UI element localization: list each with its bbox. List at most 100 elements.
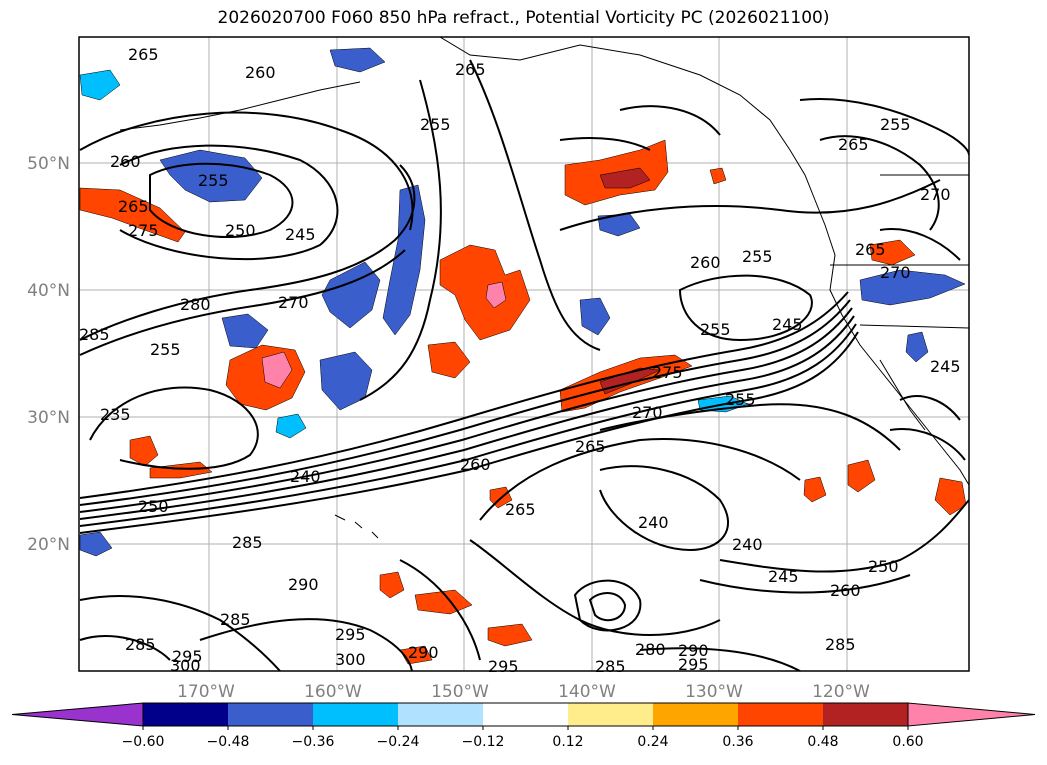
- pv-neg-patch: [79, 531, 113, 557]
- contour-label: 250: [225, 221, 256, 240]
- colorbar-bin: [313, 703, 398, 726]
- coastline-aleutians: [119, 81, 361, 131]
- refractivity-contours: [79, 59, 969, 671]
- colorbar-tick-label: 0.36: [722, 734, 753, 750]
- latitude-labels: 50°N 40°N 30°N 20°N: [27, 154, 70, 555]
- map-plot-area: [79, 37, 969, 671]
- pv-pos-patch: [414, 589, 473, 615]
- colorbar-outline: [142, 702, 909, 727]
- contour-label: 265: [855, 240, 886, 259]
- pv-neg-patch: [159, 149, 263, 203]
- contour-label: 245: [768, 567, 799, 586]
- contour-label: 270: [632, 403, 663, 422]
- contour-label: 275: [652, 363, 683, 382]
- pv-pos-patch: [439, 244, 531, 341]
- coastline-alaska: [439, 37, 816, 201]
- contour-label: 270: [880, 263, 911, 282]
- pv-pos-patch: [709, 167, 727, 185]
- pv-pos-patch: [847, 459, 876, 493]
- contour-label: 245: [285, 225, 316, 244]
- map-frame: [78, 36, 970, 672]
- contour-label: 245: [930, 357, 961, 376]
- pv-pos-patch: [487, 623, 533, 647]
- colorbar-tick-label: −0.12: [462, 734, 505, 750]
- pv-pos-patch: [149, 461, 213, 479]
- contour-label: 290: [288, 575, 319, 594]
- contour-label: 285: [220, 610, 251, 629]
- pv-negative-patches: [79, 47, 966, 557]
- pv-pos-patch: [599, 167, 651, 189]
- colorbar-tick-label: 0.24: [637, 734, 668, 750]
- contour-label: 295: [335, 625, 366, 644]
- pv-pos-patch: [934, 477, 967, 516]
- contour-label: 260: [110, 152, 141, 171]
- contour-label: 295: [678, 655, 709, 674]
- pv-pos-patch: [427, 341, 471, 379]
- colorbar-tick-label: −0.60: [122, 734, 165, 750]
- contour-label: 260: [830, 581, 861, 600]
- contour-label: 255: [880, 115, 911, 134]
- contour-label: 235: [100, 405, 131, 424]
- contour-label: 260: [690, 253, 721, 272]
- contour-label: 295: [488, 657, 519, 676]
- pv-neg-patch: [579, 297, 611, 336]
- contour-label: 255: [742, 247, 773, 266]
- contour-label: 265: [838, 135, 869, 154]
- contour-label: 290: [408, 643, 439, 662]
- contour-label: 280: [180, 295, 211, 314]
- lat-label: 20°N: [27, 535, 70, 555]
- map-title: 2026020700 F060 850 hPa refract., Potent…: [217, 8, 830, 28]
- contour-label: 240: [290, 467, 321, 486]
- contour-label: 265: [128, 45, 159, 64]
- coastline-north-america: [814, 199, 969, 486]
- colorbar-tick-label: 0.48: [807, 734, 838, 750]
- contour-label: 260: [245, 63, 276, 82]
- colorbar-tick-label: 0.12: [552, 734, 583, 750]
- contour-label: 250: [138, 497, 169, 516]
- lon-label: 130°W: [685, 682, 743, 702]
- contour-label: 265: [455, 60, 486, 79]
- pv-neg-patch: [221, 313, 269, 349]
- colorbar-tick-label: −0.48: [207, 734, 250, 750]
- contour-label: 270: [920, 185, 951, 204]
- contour-label: 255: [700, 320, 731, 339]
- contour-label: 255: [725, 390, 756, 409]
- contour-label: 285: [79, 325, 110, 344]
- pv-neg-patch: [321, 261, 381, 329]
- contour-label: 240: [732, 535, 763, 554]
- pv-neg-patch: [329, 47, 386, 73]
- lon-label: 170°W: [177, 682, 235, 702]
- pv-pos-patch: [485, 281, 507, 309]
- pv-pos-patch: [379, 571, 405, 599]
- lon-label: 160°W: [304, 682, 362, 702]
- contour-label: 245: [772, 315, 803, 334]
- coastline-baja: [879, 359, 926, 431]
- pv-pos-patch: [261, 351, 293, 389]
- pv-neg-patch: [275, 413, 307, 439]
- contour-label: 300: [335, 650, 366, 669]
- colorbar-extend-low: [11, 702, 144, 727]
- pv-neg-patch: [905, 331, 929, 363]
- colorbar-bin: [823, 703, 908, 726]
- colorbar-bin: [228, 703, 313, 726]
- lon-label: 120°W: [812, 682, 870, 702]
- contour-label: 255: [150, 340, 181, 359]
- contour-label: 250: [868, 557, 899, 576]
- colorbar-tick-label: 0.60: [892, 734, 923, 750]
- contour-label: 295: [172, 647, 203, 666]
- lat-label: 30°N: [27, 408, 70, 428]
- colorbar-bin: [568, 703, 653, 726]
- contour-labels: 265 260 265 255 260 255 265 275 250 245 …: [79, 45, 961, 676]
- lat-label: 40°N: [27, 281, 70, 301]
- contour-label: 265: [505, 500, 536, 519]
- pv-neg-patch: [79, 69, 121, 101]
- colorbar: −0.60 −0.48 −0.36 −0.24 −0.12 0.12 0.24 0.36 0.4…: [11, 702, 1036, 750]
- contour-label: 290: [678, 641, 709, 660]
- contour-label: 285: [825, 635, 856, 654]
- contour-label: 240: [638, 513, 669, 532]
- contour-label: 300: [170, 656, 201, 675]
- pv-pos-patch: [129, 435, 159, 467]
- lat-label: 50°N: [27, 154, 70, 174]
- border-line: [859, 324, 969, 329]
